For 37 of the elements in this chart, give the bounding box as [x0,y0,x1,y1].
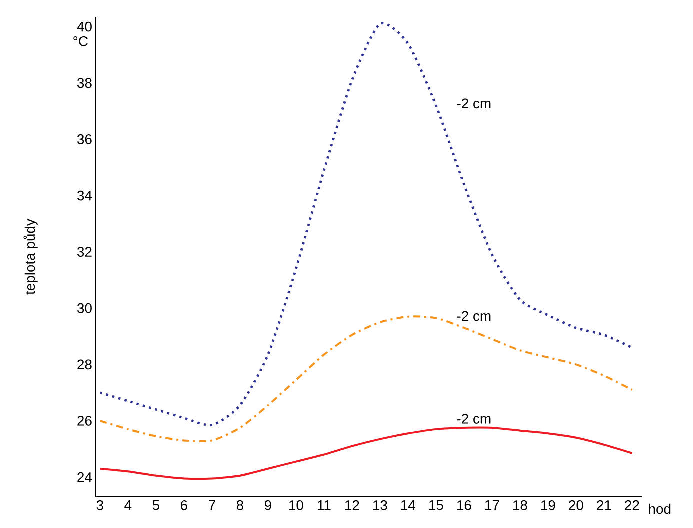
x-tick-label: 17 [486,500,500,510]
x-tick-label: 16 [458,500,472,510]
line-series [99,426,634,480]
x-tick-label: 7 [209,500,216,510]
x-tick-label: 19 [542,500,556,510]
y-tick-label: 30 [77,303,92,314]
y-tick-label: 40 [77,22,92,32]
series-label: -2 cm [457,311,491,322]
y-tick-label: 36 [77,134,92,144]
y-tick-label: 28 [78,360,92,370]
x-tick-label: 5 [152,500,160,510]
y-tick-label: 34 [77,190,92,201]
x-tick-label: 9 [264,500,272,510]
y-axis-title: teplota půdy [24,219,38,295]
x-tick-label: 8 [236,500,244,510]
x-axis-title: hod [649,504,671,514]
text: °C [74,36,88,46]
x-tick-label: 10 [290,500,304,510]
x-tick-label: 12 [346,500,360,510]
x-tick-label: 13 [374,500,388,510]
x-tick-label: 14 [402,500,416,510]
x-tick-label: 6 [181,500,188,510]
x-tick-label: 18 [514,500,528,510]
series-label: -2 cm [457,98,491,109]
x-tick-label: 22 [625,500,640,510]
x-tick-label: 15 [430,500,444,510]
x-tick-label: 20 [569,500,584,510]
y-tick-label: 38 [77,78,92,88]
x-tick-label: 4 [124,500,132,510]
y-tick-label: 26 [78,416,92,426]
series-label: -2 cm [457,414,491,424]
y-tick-label: 32 [77,247,92,258]
x-tick-label: 21 [597,500,612,510]
x-tick-label: 3 [96,500,104,510]
x-tick-label: 11 [318,500,331,510]
line-series [99,22,634,427]
y-tick-label: 24 [78,472,92,482]
